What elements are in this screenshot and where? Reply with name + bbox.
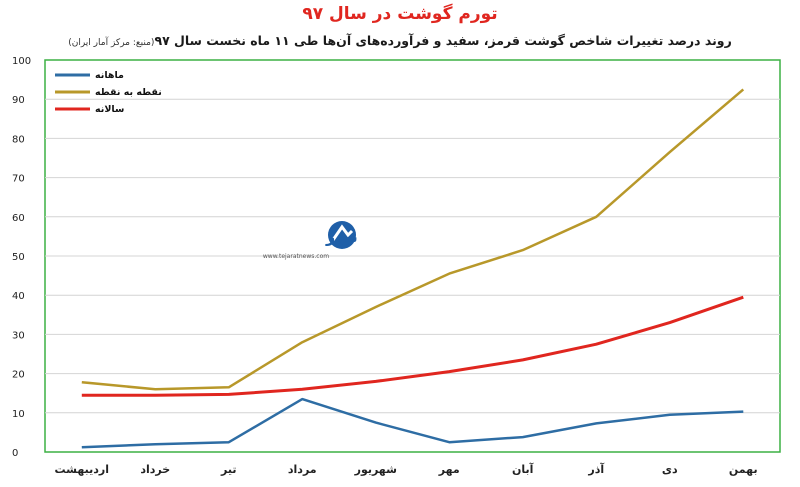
x-tick-label: مرداد xyxy=(288,463,317,476)
legend-label: نقطه به نقطه xyxy=(95,87,162,98)
legend-label: ماهانه xyxy=(95,70,124,81)
y-tick-label: 70 xyxy=(12,174,25,185)
y-tick-label: 100 xyxy=(12,56,31,67)
y-tick-label: 20 xyxy=(12,370,25,381)
x-tick-label: دی xyxy=(662,463,678,476)
x-tick-label: تیر xyxy=(220,463,236,476)
x-axis-ticks: اردیبهشت خرداد تیر مرداد شهریور مهر آبان آذر دی ب… xyxy=(55,462,758,476)
legend-label: سالانه xyxy=(95,104,124,115)
y-tick-label: 90 xyxy=(12,95,25,106)
series-line xyxy=(81,295,744,397)
x-tick-label: مهر xyxy=(438,463,460,476)
logo-url: www.tejaratnews.com xyxy=(263,253,329,260)
chart-title: تورم گوشت در سال ۹۷ xyxy=(302,4,498,24)
x-tick-label: آذر xyxy=(587,462,604,476)
x-tick-label: بهمن xyxy=(729,463,758,476)
source-note: (منبع: مرکز آمار ایران) xyxy=(68,38,155,48)
y-tick-label: 50 xyxy=(12,252,25,263)
subtitle-text: روند درصد تغییرات شاخص گوشت قرمز، سفید و… xyxy=(154,33,732,48)
watermark-logo: تجارت نیوز www.tejaratnews.com xyxy=(232,218,360,262)
legend: ماهانه نقطه به نقطه سالانه xyxy=(55,70,162,115)
y-tick-label: 80 xyxy=(12,134,25,145)
y-axis-ticks: 0 10 20 30 40 50 60 70 80 90 100 xyxy=(12,56,31,459)
x-tick-label: اردیبهشت xyxy=(55,463,109,476)
x-tick-label: خرداد xyxy=(140,463,170,476)
x-tick-label: شهریور xyxy=(354,463,397,476)
y-tick-label: 10 xyxy=(12,409,25,420)
x-tick-label: آبان xyxy=(512,462,534,476)
chart-subtitle: روند درصد تغییرات شاخص گوشت قرمز، سفید و… xyxy=(0,33,800,48)
y-tick-label: 40 xyxy=(12,291,25,302)
gridlines xyxy=(45,98,780,414)
y-tick-label: 60 xyxy=(12,213,25,224)
series-lines xyxy=(81,88,745,449)
series-line xyxy=(81,88,745,391)
y-tick-label: 30 xyxy=(12,330,25,341)
logo-text: تجارت نیوز xyxy=(325,227,360,246)
series-line xyxy=(81,397,744,449)
y-tick-label: 0 xyxy=(12,448,18,459)
